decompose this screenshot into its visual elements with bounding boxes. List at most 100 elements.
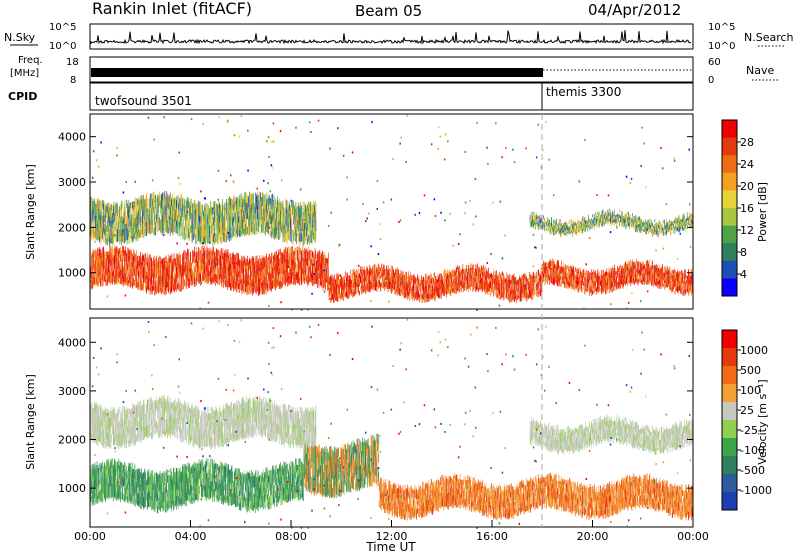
echo-cell (564, 271, 566, 276)
echo-cell (650, 274, 651, 279)
echo-cell (671, 278, 673, 283)
echo-cell (291, 278, 293, 285)
echo-cell (460, 286, 462, 291)
echo-cell (322, 260, 323, 270)
echo-cell (114, 245, 116, 256)
echo-cell (517, 279, 519, 284)
echo-cell (384, 275, 386, 281)
echo-cell (100, 249, 101, 259)
echo-cell (688, 281, 689, 286)
echo-cell (153, 282, 154, 291)
echo-cell (675, 282, 676, 287)
echo-cell (227, 280, 228, 290)
echo-cell (238, 267, 240, 276)
echo-cell (96, 254, 98, 261)
echo-cell (454, 286, 456, 290)
echo-cell (362, 277, 364, 282)
echo-cell (103, 221, 105, 232)
echo-cell (183, 262, 185, 275)
echo-cell (154, 214, 155, 225)
echo-cell (525, 294, 526, 298)
echo-cell (665, 283, 666, 288)
echo-cell (198, 268, 199, 276)
echo-cell (601, 289, 603, 294)
echo-cell (405, 271, 406, 281)
echo-cell (128, 212, 129, 219)
echo-cell (664, 266, 666, 275)
echo-cell (198, 254, 200, 261)
echo-cell (358, 281, 359, 288)
echo-cell (416, 284, 418, 293)
echo-cell (370, 283, 372, 288)
echo-cell (451, 283, 453, 292)
echo-cell (661, 275, 663, 280)
echo-cell (613, 268, 615, 276)
echo-cell (486, 280, 488, 287)
echo-cell (514, 292, 516, 297)
echo-cell (332, 289, 334, 295)
echo-cell (278, 272, 280, 279)
echo-cell (651, 261, 653, 266)
echo-cell (470, 271, 472, 275)
echo-cell (608, 286, 609, 290)
echo-cell (172, 218, 174, 232)
echo-cell (644, 276, 646, 281)
echo-cell (264, 266, 265, 277)
echo-cell (161, 259, 163, 268)
echo-cell (544, 262, 546, 268)
echo-cell (584, 277, 585, 282)
echo-cell (91, 225, 92, 233)
echo-cell (403, 289, 405, 296)
echo-cell (565, 281, 567, 285)
echo-cell (569, 282, 570, 289)
echo-cell (602, 282, 603, 287)
echo-cell (429, 288, 430, 295)
echo-cell (221, 260, 222, 268)
echo-cell (252, 283, 254, 293)
echo-cell (619, 283, 621, 290)
echo-cell (472, 270, 473, 276)
echo-cell (654, 280, 656, 286)
echo-cell (196, 246, 197, 255)
echo-cell (351, 284, 352, 288)
echo-cell (677, 282, 679, 286)
echo-cell (266, 279, 268, 290)
echo-cell (107, 263, 109, 274)
echo-cell (687, 281, 689, 284)
echo-cell (566, 266, 567, 272)
echo-cell (381, 281, 383, 288)
echo-cell (448, 275, 449, 281)
echo-cell (263, 264, 265, 272)
echo-cell (173, 259, 174, 266)
echo-cell (668, 268, 670, 277)
echo-cell (608, 268, 610, 277)
echo-cell (457, 283, 459, 287)
echo-cell (484, 277, 486, 284)
echo-cell (661, 282, 662, 287)
echo-cell (373, 281, 374, 285)
echo-cell (541, 271, 542, 276)
echo-cell (101, 273, 103, 280)
echo-cell (107, 239, 108, 246)
echo-cell (655, 265, 657, 273)
echo-cell (446, 288, 447, 294)
echo-cell (361, 274, 362, 280)
echo-cell (462, 272, 464, 277)
echo-cell (646, 265, 647, 271)
echo-cell (165, 201, 167, 212)
echo-cell (281, 258, 282, 265)
echo-cell (136, 272, 137, 280)
echo-cell (562, 280, 564, 284)
echo-cell (201, 252, 203, 263)
echo-cell (104, 228, 105, 236)
echo-cell (314, 266, 316, 273)
echo-cell (133, 213, 134, 223)
echo-cell (119, 277, 120, 284)
echo-cell (207, 276, 208, 282)
echo-cell (121, 270, 122, 277)
echo-cell (417, 279, 419, 286)
echo-cell (380, 275, 381, 280)
echo-cell (115, 252, 116, 259)
echo-cell (684, 276, 685, 281)
echo-cell (299, 260, 301, 271)
